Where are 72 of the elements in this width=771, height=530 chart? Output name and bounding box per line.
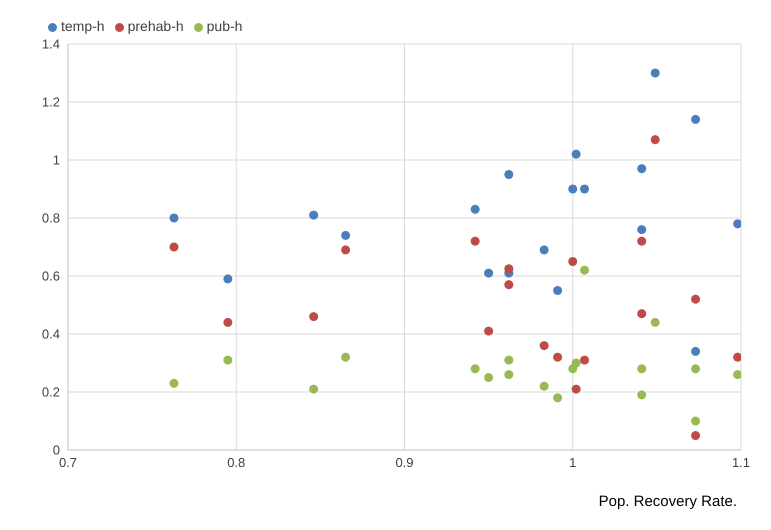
- point: [691, 294, 700, 304]
- point: [568, 256, 578, 266]
- point: [484, 326, 494, 336]
- point: [568, 184, 578, 194]
- point: [540, 382, 549, 391]
- x-tick-label: 0.8: [227, 455, 246, 470]
- point: [580, 184, 590, 194]
- y-tick-label: 0.8: [42, 210, 60, 226]
- point: [484, 372, 494, 382]
- point: [650, 135, 660, 144]
- point: [580, 356, 590, 365]
- legend-label: temp-h: [61, 18, 105, 34]
- point: [733, 219, 741, 228]
- point: [341, 245, 350, 254]
- y-tick-label: 0.4: [42, 326, 60, 342]
- point: [553, 393, 562, 402]
- point: [691, 114, 700, 124]
- point: [223, 356, 232, 365]
- point: [650, 318, 660, 327]
- point: [540, 341, 549, 350]
- point: [572, 384, 581, 394]
- point: [309, 384, 318, 394]
- point: [504, 280, 514, 290]
- x-axis-title: Pop. Recovery Rate.: [598, 493, 737, 510]
- point: [504, 170, 514, 180]
- point: [637, 390, 646, 400]
- point: [169, 378, 179, 388]
- point: [572, 358, 581, 368]
- point: [637, 225, 646, 234]
- point: [580, 266, 590, 275]
- legend-label: pub-h: [206, 18, 242, 34]
- y-tick-label: 1: [52, 152, 60, 168]
- y-tick-label: 0.6: [42, 268, 60, 284]
- y-tick-label: 1.4: [42, 36, 60, 52]
- point: [169, 213, 179, 223]
- y-tick-label: 0: [52, 442, 60, 458]
- point: [470, 236, 480, 246]
- point: [572, 150, 581, 159]
- point: [553, 286, 562, 296]
- point: [504, 356, 514, 365]
- point: [309, 312, 318, 322]
- legend-label: prehab-h: [128, 18, 184, 34]
- x-tick-label: 1.1: [732, 455, 750, 470]
- point: [553, 352, 562, 362]
- point: [169, 242, 179, 252]
- point: [341, 230, 350, 240]
- point: [733, 352, 741, 362]
- x-tick-label: 0.9: [395, 455, 414, 470]
- point: [637, 364, 646, 374]
- x-tick-label: 0.7: [58, 455, 78, 470]
- point: [504, 370, 514, 380]
- y-tick-label: 0.2: [42, 384, 60, 400]
- point: [637, 309, 646, 318]
- point: [341, 352, 350, 362]
- point: [470, 364, 480, 374]
- point: [637, 236, 646, 246]
- point: [637, 164, 646, 174]
- point: [309, 210, 318, 220]
- point: [223, 318, 232, 327]
- point: [691, 364, 700, 374]
- point: [470, 204, 480, 214]
- point: [504, 264, 514, 274]
- point: [540, 245, 549, 254]
- point: [650, 68, 660, 78]
- point: [691, 416, 700, 426]
- x-tick-label: 1: [569, 455, 576, 470]
- point: [691, 346, 700, 356]
- point: [484, 268, 494, 278]
- y-tick-label: 1.2: [42, 94, 60, 110]
- point: [733, 370, 741, 380]
- point: [223, 274, 232, 284]
- point: [691, 430, 700, 440]
